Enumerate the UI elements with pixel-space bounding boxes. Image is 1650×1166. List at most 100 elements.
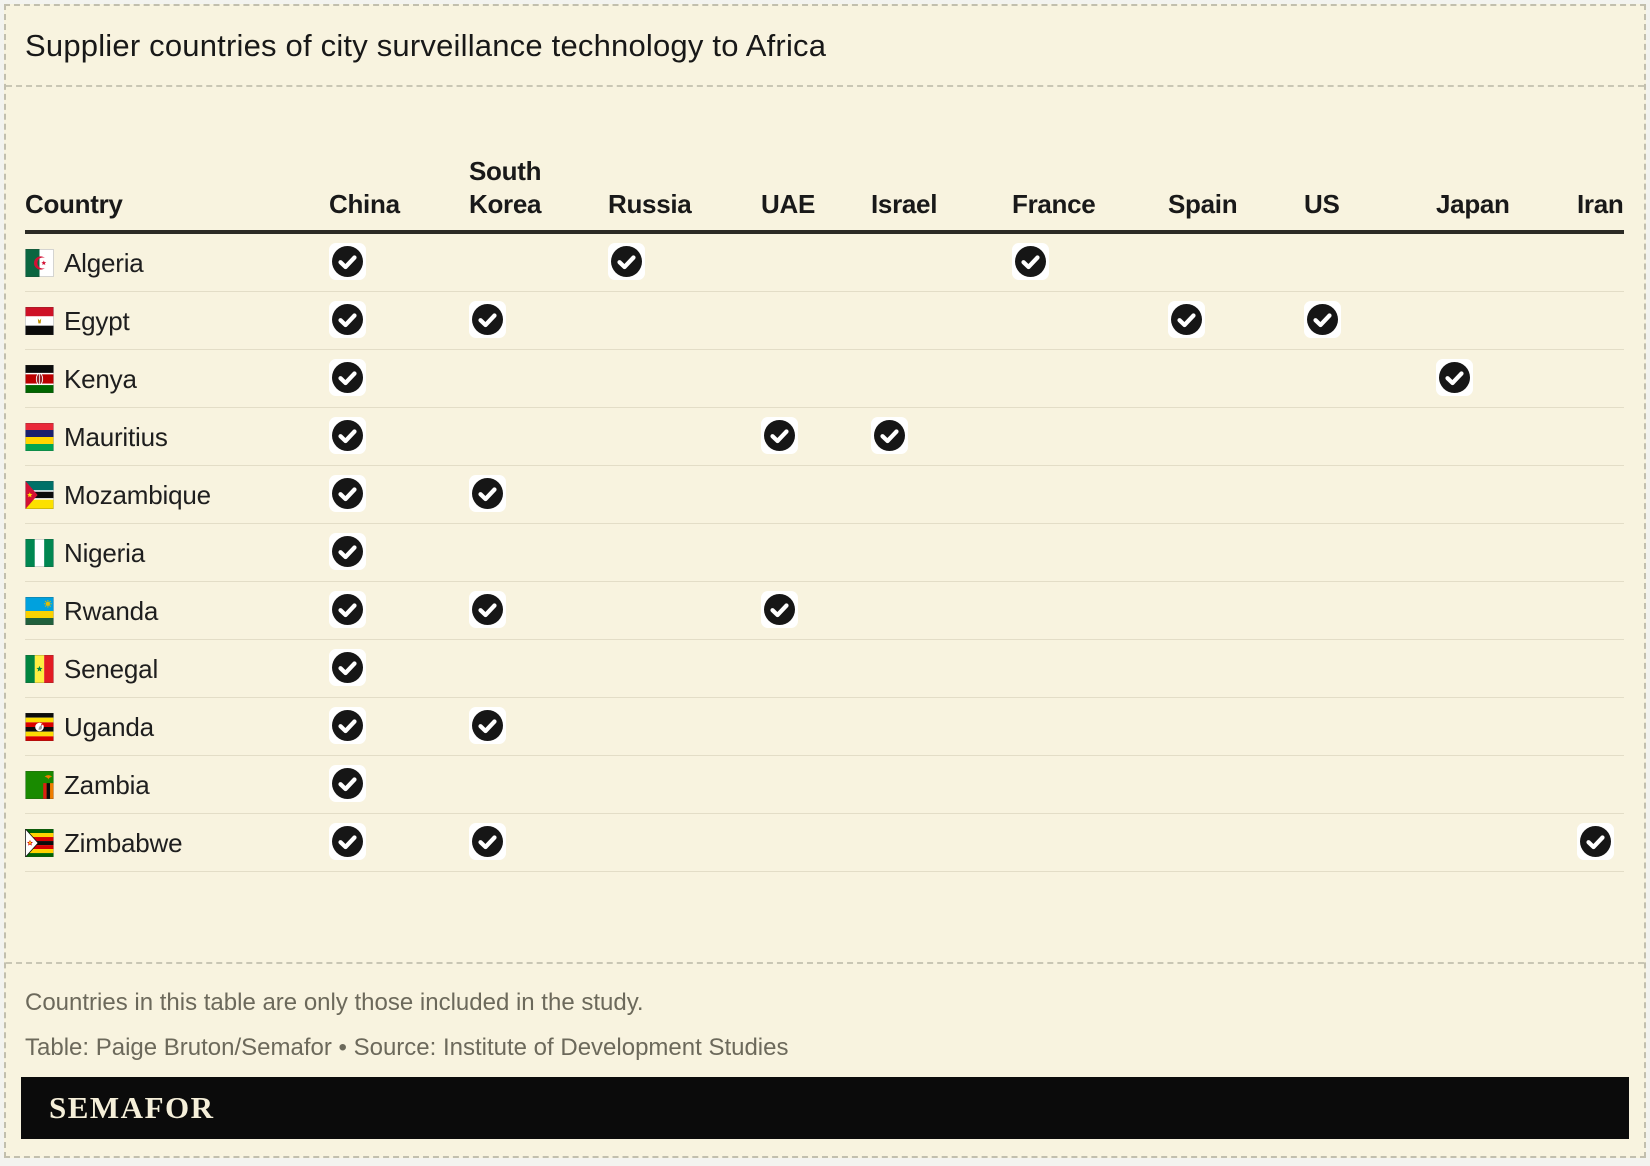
cell-uganda-france <box>1004 697 1160 756</box>
cell-zimbabwe-russia <box>600 813 753 872</box>
flag-rwanda-icon <box>25 597 54 626</box>
column-header-uae: UAE <box>753 87 863 234</box>
column-header-japan-label: Japan <box>1436 189 1510 219</box>
check-icon <box>469 823 506 860</box>
country-name: Nigeria <box>64 537 145 568</box>
cell-mauritius-france <box>1004 407 1160 466</box>
check-icon <box>761 417 798 454</box>
table-row: Zimbabwe <box>25 813 1624 872</box>
row-label-egypt: Egypt <box>25 291 321 350</box>
cell-egypt-iran <box>1569 291 1624 350</box>
chart-card: Supplier countries of city surveillance … <box>4 4 1646 1158</box>
cell-mozambique-iran <box>1569 465 1624 524</box>
row-label-nigeria: Nigeria <box>25 523 321 582</box>
cell-egypt-spain <box>1160 291 1296 350</box>
cell-zambia-japan <box>1428 755 1569 814</box>
table-row: Algeria <box>25 232 1624 292</box>
cell-uganda-israel <box>863 697 1004 756</box>
cell-senegal-iran <box>1569 639 1624 698</box>
check-icon <box>329 417 366 454</box>
country-name: Rwanda <box>64 595 159 626</box>
cell-algeria-china <box>321 232 461 292</box>
cell-mauritius-israel <box>863 407 1004 466</box>
cell-kenya-israel <box>863 349 1004 408</box>
column-header-spain: Spain <box>1160 87 1296 234</box>
cell-uganda-uae <box>753 697 863 756</box>
flag-zambia-icon <box>25 771 54 800</box>
country-name: Senegal <box>64 653 159 684</box>
row-label-mauritius: Mauritius <box>25 407 321 466</box>
cell-zambia-iran <box>1569 755 1624 814</box>
cell-egypt-russia <box>600 291 753 350</box>
cell-zambia-south-korea <box>461 755 600 814</box>
check-icon <box>469 475 506 512</box>
cell-senegal-israel <box>863 639 1004 698</box>
cell-senegal-china <box>321 639 461 698</box>
column-header-russia-label: Russia <box>608 189 692 219</box>
cell-nigeria-south-korea <box>461 523 600 582</box>
cell-mauritius-uae <box>753 407 863 466</box>
cell-kenya-spain <box>1160 349 1296 408</box>
cell-mauritius-south-korea <box>461 407 600 466</box>
cell-mozambique-israel <box>863 465 1004 524</box>
check-icon <box>608 243 645 280</box>
column-header-spain-label: Spain <box>1168 189 1238 219</box>
check-icon <box>1304 301 1341 338</box>
cell-zambia-israel <box>863 755 1004 814</box>
cell-algeria-france <box>1004 232 1160 292</box>
cell-zambia-uae <box>753 755 863 814</box>
cell-egypt-south-korea <box>461 291 600 350</box>
cell-algeria-uae <box>753 232 863 292</box>
check-icon <box>329 707 366 744</box>
cell-egypt-israel <box>863 291 1004 350</box>
cell-nigeria-israel <box>863 523 1004 582</box>
cell-zambia-china <box>321 755 461 814</box>
cell-zimbabwe-china <box>321 813 461 872</box>
cell-senegal-south-korea <box>461 639 600 698</box>
cell-kenya-japan <box>1428 349 1569 408</box>
cell-rwanda-iran <box>1569 581 1624 640</box>
cell-kenya-us <box>1296 349 1428 408</box>
row-label-zambia: Zambia <box>25 755 321 814</box>
country-name: Uganda <box>64 711 154 742</box>
cell-zimbabwe-south-korea <box>461 813 600 872</box>
cell-mauritius-japan <box>1428 407 1569 466</box>
cell-mozambique-spain <box>1160 465 1296 524</box>
cell-algeria-spain <box>1160 232 1296 292</box>
cell-mauritius-us <box>1296 407 1428 466</box>
table-row: Nigeria <box>25 523 1624 582</box>
cell-egypt-japan <box>1428 291 1569 350</box>
column-header-us-label: US <box>1304 189 1340 219</box>
table-row: Kenya <box>25 349 1624 408</box>
cell-kenya-russia <box>600 349 753 408</box>
cell-rwanda-us <box>1296 581 1428 640</box>
row-label-rwanda: Rwanda <box>25 581 321 640</box>
check-icon <box>329 765 366 802</box>
check-icon <box>469 301 506 338</box>
check-icon <box>871 417 908 454</box>
cell-mauritius-iran <box>1569 407 1624 466</box>
cell-egypt-us <box>1296 291 1428 350</box>
cell-rwanda-russia <box>600 581 753 640</box>
table-row: Egypt <box>25 291 1624 350</box>
table-row: Uganda <box>25 697 1624 756</box>
country-name: Zimbabwe <box>64 827 183 858</box>
flag-mauritius-icon <box>25 423 54 452</box>
cell-nigeria-japan <box>1428 523 1569 582</box>
column-header-country-label: Country <box>25 189 123 219</box>
cell-senegal-japan <box>1428 639 1569 698</box>
table-row: Rwanda <box>25 581 1624 640</box>
check-icon <box>329 649 366 686</box>
country-name: Zambia <box>64 769 150 800</box>
cell-zimbabwe-spain <box>1160 813 1296 872</box>
cell-senegal-russia <box>600 639 753 698</box>
flag-senegal-icon <box>25 655 54 684</box>
cell-uganda-iran <box>1569 697 1624 756</box>
cell-nigeria-spain <box>1160 523 1296 582</box>
cell-egypt-uae <box>753 291 863 350</box>
cell-zimbabwe-israel <box>863 813 1004 872</box>
cell-nigeria-iran <box>1569 523 1624 582</box>
cell-mozambique-france <box>1004 465 1160 524</box>
cell-uganda-south-korea <box>461 697 600 756</box>
table-row: Zambia <box>25 755 1624 814</box>
